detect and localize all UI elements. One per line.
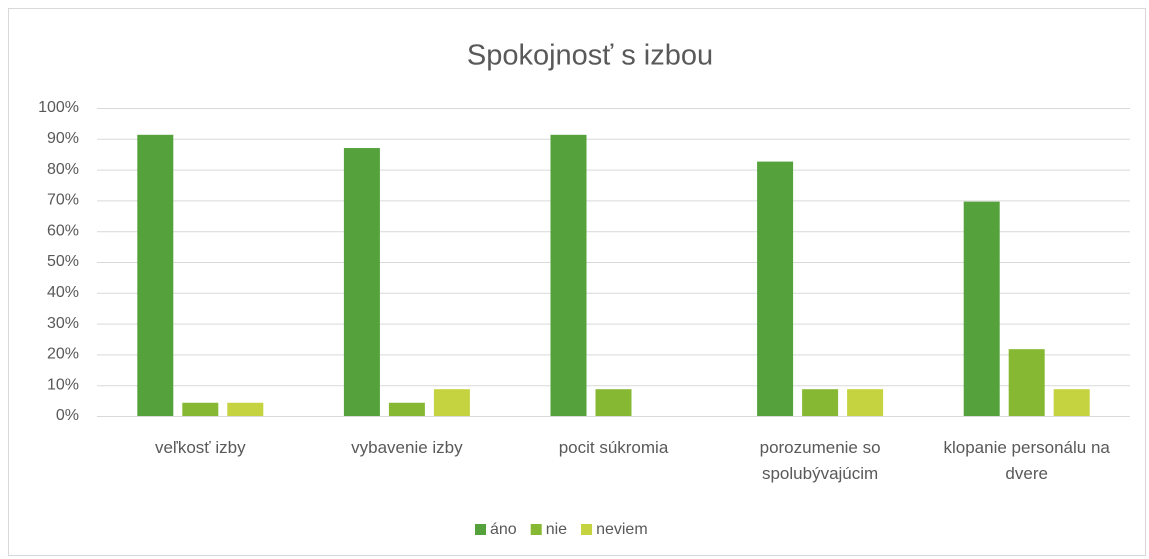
y-tick-label: 80% — [47, 161, 79, 178]
y-tick-label: 60% — [47, 222, 79, 239]
bar — [227, 402, 264, 416]
bar — [595, 389, 632, 416]
legend-swatch — [475, 524, 486, 535]
y-tick-label: 40% — [47, 284, 79, 301]
chart-title: Spokojnosť s izbou — [467, 40, 713, 72]
y-tick-label: 0% — [56, 407, 79, 424]
bar — [182, 402, 219, 416]
bar — [550, 134, 587, 416]
legend-label: áno — [490, 521, 517, 538]
bar — [847, 389, 884, 416]
x-tick-label: vybavenie izby — [351, 438, 463, 457]
bar — [963, 201, 1000, 416]
legend-label: nie — [546, 521, 567, 538]
bar — [1053, 389, 1090, 416]
legend-label: neviem — [596, 521, 648, 538]
bar — [802, 389, 839, 416]
y-tick-label: 20% — [47, 346, 79, 363]
bar — [388, 402, 425, 416]
y-tick-label: 100% — [38, 99, 79, 116]
x-tick-label: porozumenie so spolubývajúcim — [759, 438, 881, 483]
legend-swatch — [530, 524, 542, 535]
y-tick-label: 70% — [47, 192, 79, 209]
bar — [433, 389, 470, 416]
x-tick-label: veľkosť izby — [154, 438, 246, 457]
legend-swatch — [581, 524, 593, 535]
bar — [1008, 349, 1045, 416]
y-tick-label: 90% — [47, 130, 79, 147]
x-tick-label: pocit súkromia — [558, 438, 669, 457]
x-tick-label: klopanie personálu na dvere — [943, 438, 1110, 483]
bar — [757, 161, 794, 416]
y-tick-label: 30% — [47, 315, 79, 332]
bar — [137, 134, 174, 416]
y-tick-label: 50% — [47, 253, 79, 270]
y-tick-label: 10% — [47, 376, 79, 393]
bar — [343, 148, 380, 417]
